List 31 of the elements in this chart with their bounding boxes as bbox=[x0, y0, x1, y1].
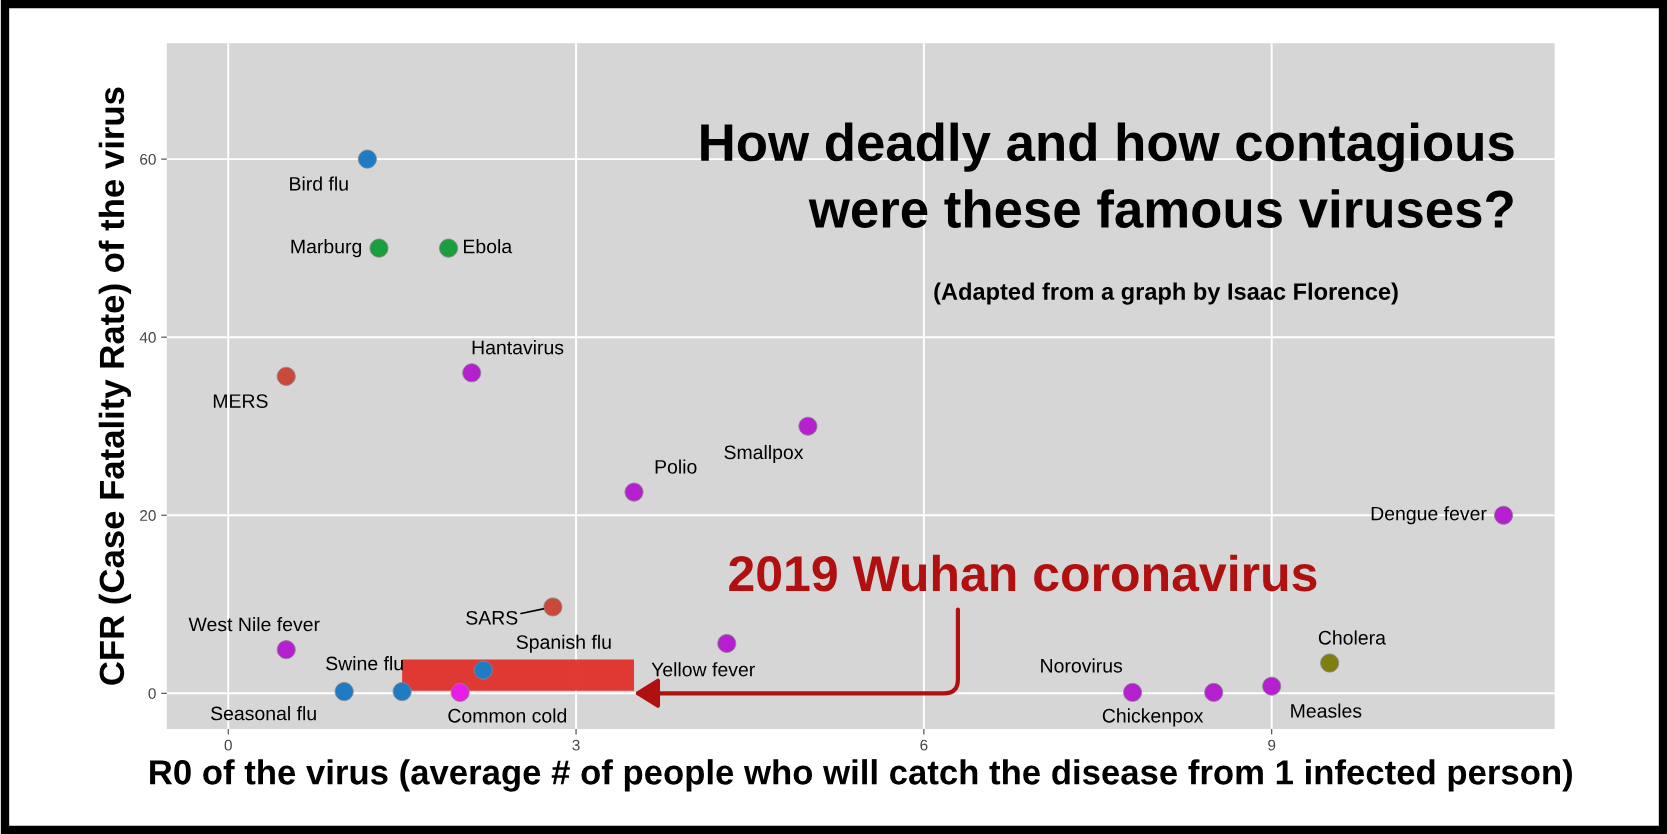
annotation: Norovirus bbox=[1041, 658, 1123, 673]
y-tick-label: 60 bbox=[140, 153, 156, 165]
annotation: West Nile fever bbox=[188, 617, 320, 632]
annotation: Spanish flu bbox=[516, 634, 611, 653]
annotation: Hantavirus bbox=[472, 340, 564, 355]
x-axis-title: R0 of the virus (average # of people who will catch the disease from 1 infected person) bbox=[150, 759, 1572, 792]
y-axis-title: CFR (Case Fatality Rate) of the virus bbox=[98, 87, 132, 685]
annotation: Cholera bbox=[1318, 630, 1386, 645]
annotation: Marburg bbox=[291, 239, 362, 258]
annotation: Smallpox bbox=[724, 444, 804, 464]
annotation: Measles bbox=[1291, 703, 1362, 718]
annotation: Bird flu bbox=[290, 176, 348, 191]
annotation: Polio bbox=[655, 459, 697, 474]
y-tick-label: 20 bbox=[140, 510, 156, 521]
annotation: MERS bbox=[213, 394, 268, 408]
annotation: Ebola bbox=[464, 239, 513, 254]
x-tick-label: 0 bbox=[224, 739, 232, 751]
text: How deadly and how contagious were these famous viruses? bbox=[701, 122, 1514, 228]
annotation: Dengue fever bbox=[1371, 506, 1487, 525]
x-tick-label: 3 bbox=[572, 739, 580, 751]
x-tick-label: 6 bbox=[920, 739, 928, 751]
annotation: Common cold bbox=[448, 708, 567, 723]
annotation: Seasonal flu bbox=[211, 706, 316, 721]
text: (Adapted from a graph by Isaac Florence) bbox=[934, 282, 1398, 305]
annotation: SARS bbox=[466, 610, 518, 625]
annotation: Chickenpox bbox=[1102, 708, 1204, 727]
y-tick-label: 0 bbox=[148, 688, 156, 699]
annotation: Yellow fever bbox=[651, 662, 755, 677]
annotation: 2019 Wuhan coronavirus bbox=[729, 554, 1317, 592]
y-tick-label: 40 bbox=[139, 332, 156, 343]
x-tick-label: 9 bbox=[1268, 739, 1276, 751]
